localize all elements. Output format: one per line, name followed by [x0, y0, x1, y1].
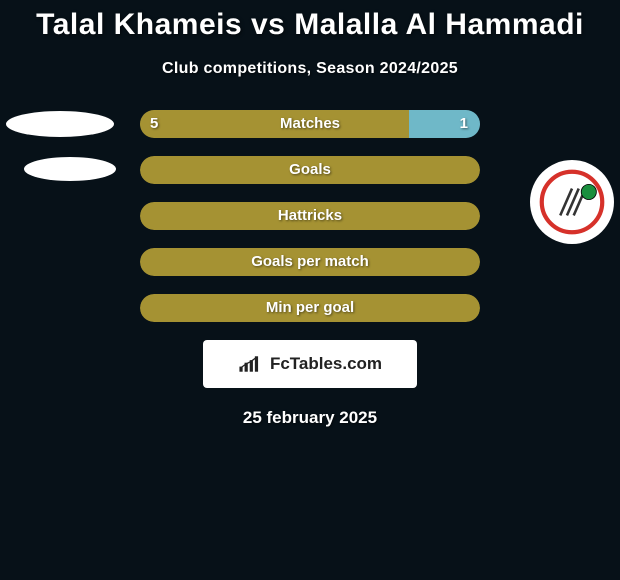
bars-icon — [238, 355, 264, 373]
bar-empty — [140, 156, 480, 184]
bar-track — [140, 294, 480, 322]
date-label: 25 february 2025 — [0, 408, 620, 428]
fctables-logo: FcTables.com — [203, 340, 417, 388]
bar-empty — [140, 202, 480, 230]
stat-row-goals-per-match: Goals per match — [0, 248, 620, 276]
stat-row-matches: 5 Matches 1 — [0, 110, 620, 138]
bar-track — [140, 202, 480, 230]
player-left-placeholder-icon — [24, 157, 116, 181]
stat-row-goals: Goals — [0, 156, 620, 184]
bar-empty — [140, 248, 480, 276]
bar-track — [140, 156, 480, 184]
comparison-area: 5 Matches 1 Goals — [0, 110, 620, 322]
page-title: Talal Khameis vs Malalla Al Hammadi — [0, 0, 620, 42]
stat-value-right: 1 — [460, 110, 468, 138]
stat-row-min-per-goal: Min per goal — [0, 294, 620, 322]
bar-fill-left — [140, 110, 409, 138]
stat-row-hattricks: Hattricks — [0, 202, 620, 230]
logo-text: FcTables.com — [270, 354, 382, 374]
stat-value-left: 5 — [150, 110, 158, 138]
subtitle: Club competitions, Season 2024/2025 — [0, 60, 620, 78]
bar-empty — [140, 294, 480, 322]
bar-track — [140, 248, 480, 276]
bar-fill-right — [409, 110, 480, 138]
bar-track — [140, 110, 480, 138]
player-left-placeholder-icon — [6, 111, 114, 137]
